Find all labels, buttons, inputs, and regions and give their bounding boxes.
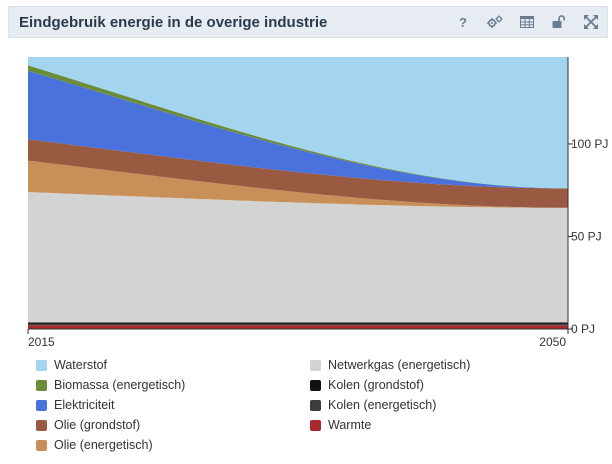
legend-item-netwerkgas-energetisch[interactable]: Netwerkgas (energetisch) (310, 357, 470, 373)
series-area-netwerkgas-energetisch[interactable] (28, 192, 568, 323)
legend-item-olie-grondstof[interactable]: Olie (grondstof) (36, 417, 140, 433)
help-icon: ? (459, 14, 467, 30)
chart-title: Eindgebruik energie in de overige indust… (19, 14, 328, 31)
legend-swatch (310, 399, 321, 411)
table-icon (520, 16, 534, 28)
legend-item-elektriciteit[interactable]: Elektriciteit (36, 397, 114, 413)
series-area-olie-energetisch[interactable] (28, 160, 568, 208)
legend-swatch (310, 419, 321, 431)
series-area-waterstof[interactable] (28, 57, 568, 189)
table-button[interactable] (511, 7, 543, 37)
axes: 0 PJ 50 PJ 100 PJ 2015 2050 (27, 57, 608, 349)
legend-item-biomassa-energetisch[interactable]: Biomassa (energetisch) (36, 377, 185, 393)
series-area-warmte[interactable] (28, 325, 568, 329)
legend-label: Kolen (energetisch) (328, 398, 437, 412)
series-area-kolen-grondstof[interactable] (28, 322, 568, 324)
legend-label: Kolen (grondstof) (328, 378, 424, 392)
legend-item-olie-energetisch[interactable]: Olie (energetisch) (36, 437, 153, 453)
area-series (28, 57, 568, 329)
legend-label: Waterstof (54, 358, 108, 372)
y-tick-label: 50 PJ (571, 229, 602, 243)
unlock-icon (552, 15, 565, 28)
series-area-elektriciteit[interactable] (28, 70, 568, 189)
legend-swatch (36, 379, 47, 391)
legend-label: Olie (energetisch) (54, 438, 153, 452)
legend-swatch (310, 359, 321, 371)
legend-item-warmte[interactable]: Warmte (310, 417, 371, 433)
legend-label: Biomassa (energetisch) (54, 378, 186, 392)
y-tick-label: 100 PJ (571, 137, 608, 151)
legend-swatch (36, 419, 47, 431)
chart-legend: Waterstof Biomassa (energetisch) Elektrici… (36, 357, 596, 457)
expand-icon (584, 15, 598, 29)
legend-swatch (36, 439, 47, 451)
legend-swatch (310, 379, 321, 391)
legend-swatch (36, 399, 47, 411)
y-tick-label: 0 PJ (571, 322, 595, 336)
help-button[interactable]: ? (447, 7, 479, 37)
fullscreen-button[interactable] (575, 7, 607, 37)
chart-header: Eindgebruik energie in de overige indust… (8, 6, 608, 38)
legend-item-waterstof[interactable]: Waterstof (36, 357, 107, 373)
gears-icon (487, 15, 503, 28)
legend-label: Netwerkgas (energetisch) (328, 358, 471, 372)
series-area-kolen-energetisch[interactable] (28, 323, 568, 326)
legend-label: Warmte (328, 418, 372, 432)
legend-swatch (36, 359, 47, 371)
legend-label: Elektriciteit (54, 398, 115, 412)
x-tick-label: 2050 (539, 335, 566, 349)
x-tick-label: 2015 (28, 335, 55, 349)
header-toolbar: ? (447, 7, 607, 37)
legend-item-kolen-energetisch[interactable]: Kolen (energetisch) (310, 397, 436, 413)
legend-item-kolen-grondstof[interactable]: Kolen (grondstof) (310, 377, 424, 393)
stacked-area-chart: 0 PJ 50 PJ 100 PJ 2015 2050 (27, 57, 608, 349)
series-area-olie-grondstof[interactable] (28, 139, 568, 208)
lock-button[interactable] (543, 7, 575, 37)
settings-button[interactable] (479, 7, 511, 37)
legend-label: Olie (grondstof) (54, 418, 141, 432)
